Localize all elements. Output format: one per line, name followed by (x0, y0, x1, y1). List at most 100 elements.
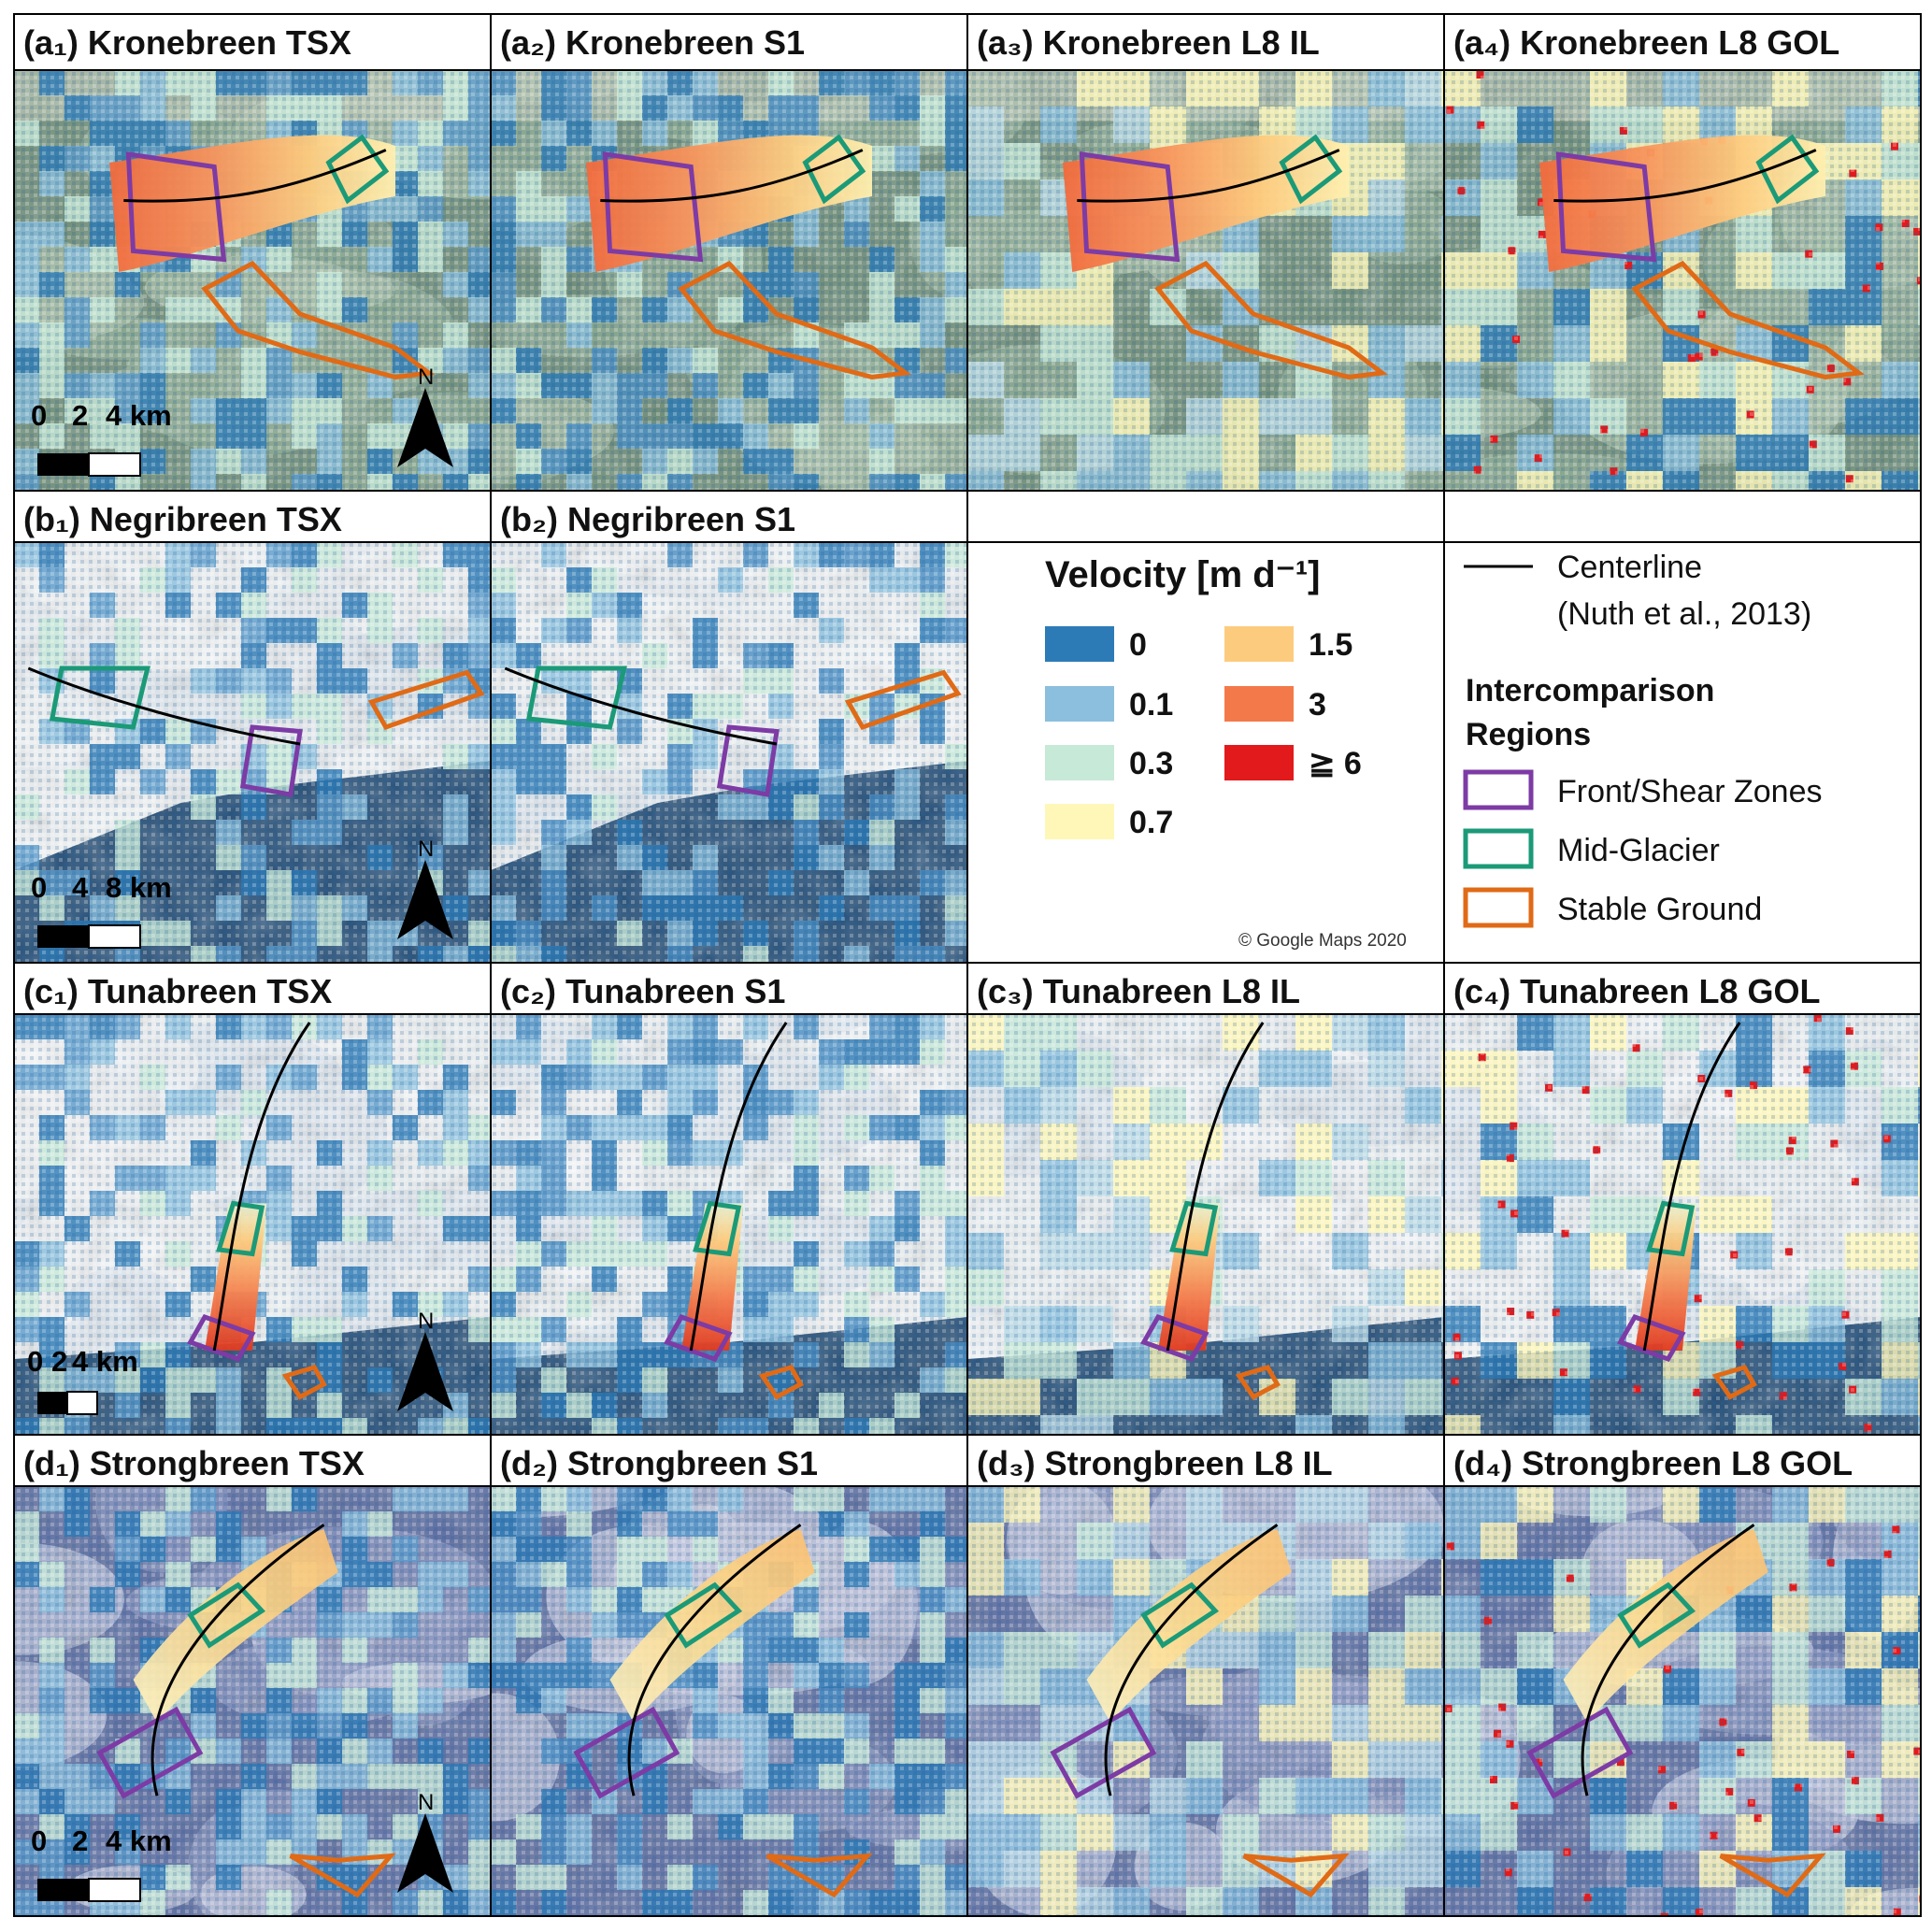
north-arrow-icon (397, 1813, 453, 1893)
velocity-legend-item: 0.1 (1045, 686, 1173, 723)
map-panel-d2: (d₂) Strongbreen S1 (491, 1444, 967, 1916)
mid-glacier-region (216, 1200, 265, 1257)
stable-ground-region (1235, 1365, 1281, 1400)
map-panel-c1: (c₁) Tunabreen TSX 0 2 4 km N (14, 972, 491, 1435)
region-legend-label: Mid-Glacier (1557, 833, 1720, 868)
north-label: N (418, 1790, 434, 1815)
panel-title-c3: (c₃) Tunabreen L8 IL (977, 972, 1300, 1010)
map-image-b2 (491, 542, 967, 963)
north-label: N (418, 837, 434, 862)
front-shear-region (239, 724, 303, 797)
scale-bar-black (37, 1879, 89, 1901)
front-shear-region (664, 1313, 733, 1363)
scale-label-2: 4 km (72, 1345, 138, 1378)
velocity-swatch (1045, 686, 1114, 722)
map-panel-a2: (a₂) Kronebreen S1 (491, 23, 967, 491)
map-image-b1 (14, 542, 491, 963)
velocity-legend-label: 0.1 (1129, 687, 1173, 723)
velocity-swatch (1045, 804, 1114, 839)
front-shear-region (1079, 151, 1181, 263)
stable-ground-region (1154, 260, 1389, 380)
map-panel-c2: (c₂) Tunabreen S1 (491, 972, 967, 1435)
panel-title-d4: (d₄) Strongbreen L8 GOL (1453, 1444, 1853, 1482)
velocity-swatch (1045, 626, 1114, 662)
north-label: N (418, 1309, 434, 1334)
stable-ground-region (766, 1853, 873, 1898)
map-image-a3 (967, 70, 1444, 491)
mid-glacier-region (325, 134, 390, 205)
map-image-d1 (14, 1486, 491, 1916)
scale-bar-black (37, 925, 89, 948)
front-shear-region (602, 151, 704, 263)
centerline (212, 1022, 311, 1352)
centerline (627, 1524, 802, 1796)
scale-bar-black (37, 453, 89, 476)
scale-label-2: 8 km (106, 871, 172, 904)
fast-ice-a2 (586, 135, 872, 272)
scale-label-1: 4 (72, 871, 89, 904)
region-legend-item: Mid-Glacier (1463, 828, 1720, 869)
mid-glacier-region (1755, 134, 1820, 205)
velocity-legend-label: 0 (1129, 627, 1147, 663)
scale-label-1: 2 (72, 1825, 88, 1857)
map-panel-b2: (b₂) Negribreen S1 (491, 500, 967, 963)
map-panel-b1: (b₁) Negribreen TSX 0 4 8 km N (14, 500, 491, 963)
region-legend: Centerline (Nuth et al., 2013) Intercomp… (1463, 550, 1822, 928)
stable-ground-region (1631, 260, 1866, 380)
map-image-c3 (967, 1014, 1444, 1435)
region-swatch (1463, 887, 1534, 928)
centerline (504, 666, 778, 746)
scale-label-2: 4 km (106, 1825, 172, 1857)
stable-ground-region (1242, 1853, 1350, 1898)
velocity-legend-item: 1.5 (1224, 626, 1352, 663)
scale-bar-white (88, 1878, 141, 1902)
velocity-legend-title: Velocity [m d⁻¹] (1045, 554, 1321, 595)
front-shear-region (187, 1313, 256, 1363)
region-legend-label: Front/Shear Zones (1557, 774, 1822, 809)
map-image-a4 (1444, 70, 1921, 491)
panel-title-d1: (d₁) Strongbreen TSX (23, 1444, 365, 1482)
mid-glacier-region (1646, 1200, 1696, 1257)
map-panel-c3: (c₃) Tunabreen L8 IL (967, 972, 1444, 1435)
velocity-legend-item: 0.3 (1045, 745, 1173, 781)
front-shear-region (125, 151, 227, 263)
map-panel-a3: (a₃) Kronebreen L8 IL (967, 23, 1444, 491)
mid-glacier-region (1140, 1581, 1220, 1649)
velocity-swatch (1045, 745, 1114, 780)
regions-legend-title-line2: Regions (1466, 717, 1591, 752)
velocity-legend-item: 0 (1045, 626, 1147, 663)
mid-glacier-region (693, 1200, 742, 1257)
front-shear-region (573, 1706, 680, 1799)
front-shear-region (1140, 1313, 1209, 1363)
panel-title-a1: (a₁) Kronebreen TSX (23, 23, 351, 62)
scale-bar-white (88, 924, 141, 949)
map-panel-a4: (a₄) Kronebreen L8 GOL (1444, 23, 1921, 491)
centerline (123, 149, 387, 203)
front-shear-region (1526, 1706, 1634, 1799)
centerline (1077, 149, 1340, 203)
front-shear-region (1617, 1313, 1686, 1363)
velocity-legend-label: 0.3 (1129, 746, 1173, 781)
centerline (1581, 1524, 1755, 1796)
scale-label-0: 0 (27, 1345, 43, 1378)
panel-title-c4: (c₄) Tunabreen L8 GOL (1453, 972, 1821, 1010)
mid-glacier-region (664, 1581, 743, 1649)
stable-ground-region (678, 260, 912, 380)
scale-bar-black (37, 1392, 67, 1414)
stable-ground-region (1719, 1853, 1826, 1898)
fast-ice-a4 (1539, 135, 1825, 272)
map-image-c1 (14, 1014, 491, 1435)
map-panel-a1: (a₁) Kronebreen TSX 0 2 4 km N (14, 23, 491, 491)
north-arrow-icon (397, 860, 453, 939)
front-shear-region (1555, 151, 1657, 263)
stable-ground-region (281, 1365, 327, 1400)
fast-ice-a3 (1063, 135, 1349, 272)
panel-title-b2: (b₂) Negribreen S1 (500, 500, 795, 538)
region-swatch (1463, 769, 1534, 810)
map-panel-d4: (d₄) Strongbreen L8 GOL (1444, 1444, 1921, 1916)
map-panel-c4: (c₄) Tunabreen L8 GOL (1444, 972, 1921, 1435)
velocity-legend-label: ≧ 6 (1309, 746, 1362, 781)
velocity-swatch (1224, 626, 1294, 662)
velocity-legend-item: ≧ 6 (1224, 745, 1362, 781)
